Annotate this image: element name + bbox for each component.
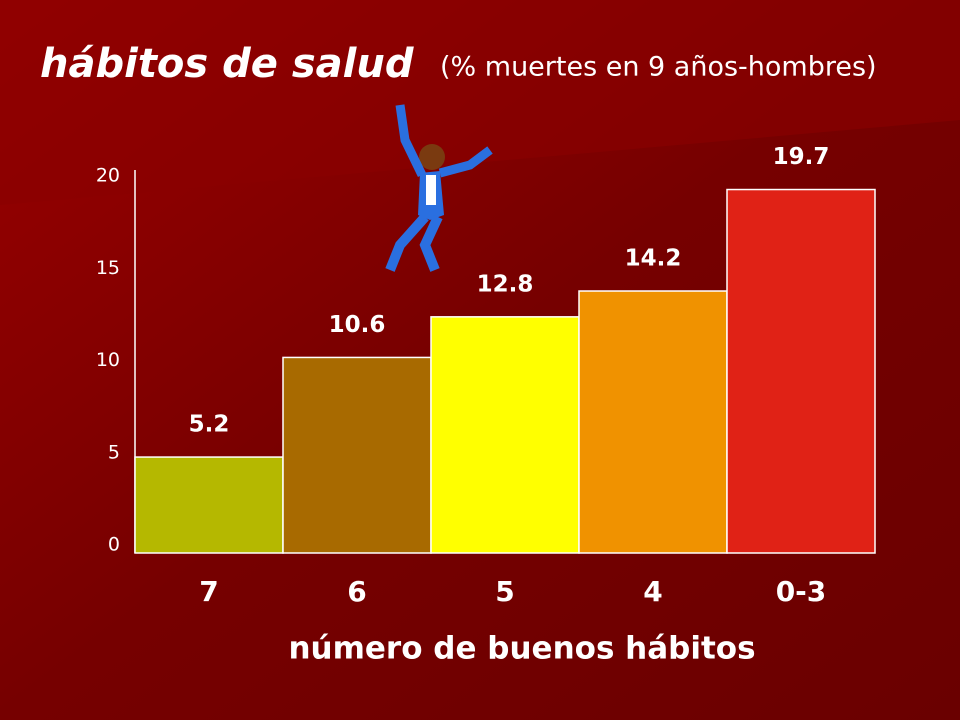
bar xyxy=(134,456,284,554)
background-band xyxy=(0,0,960,205)
x-tick-label: 7 xyxy=(199,575,218,608)
y-tick-label: 0 xyxy=(108,534,120,556)
y-tick-label: 5 xyxy=(108,441,120,463)
y-tick-label: 20 xyxy=(96,165,120,187)
y-tick-label: 15 xyxy=(96,257,120,279)
x-tick-label: 4 xyxy=(643,575,662,608)
bar xyxy=(726,188,876,554)
x-tick-label: 5 xyxy=(495,575,514,608)
value-label: 14.2 xyxy=(625,246,682,272)
x-tick-label: 6 xyxy=(347,575,366,608)
dancer-clipart xyxy=(385,104,493,272)
chart-title: hábitos de salud xyxy=(40,41,414,87)
bar xyxy=(578,290,728,554)
bar xyxy=(282,356,432,554)
y-tick-label: 10 xyxy=(96,349,120,371)
value-label: 5.2 xyxy=(189,412,230,438)
value-label: 10.6 xyxy=(329,312,386,338)
value-label: 19.7 xyxy=(773,144,830,170)
x-axis-title: número de buenos hábitos xyxy=(288,631,755,667)
chart-subtitle: (% muertes en 9 años-hombres) xyxy=(440,52,877,83)
bar xyxy=(430,316,580,554)
x-tick-label: 0-3 xyxy=(776,575,827,608)
value-label: 12.8 xyxy=(477,271,534,297)
